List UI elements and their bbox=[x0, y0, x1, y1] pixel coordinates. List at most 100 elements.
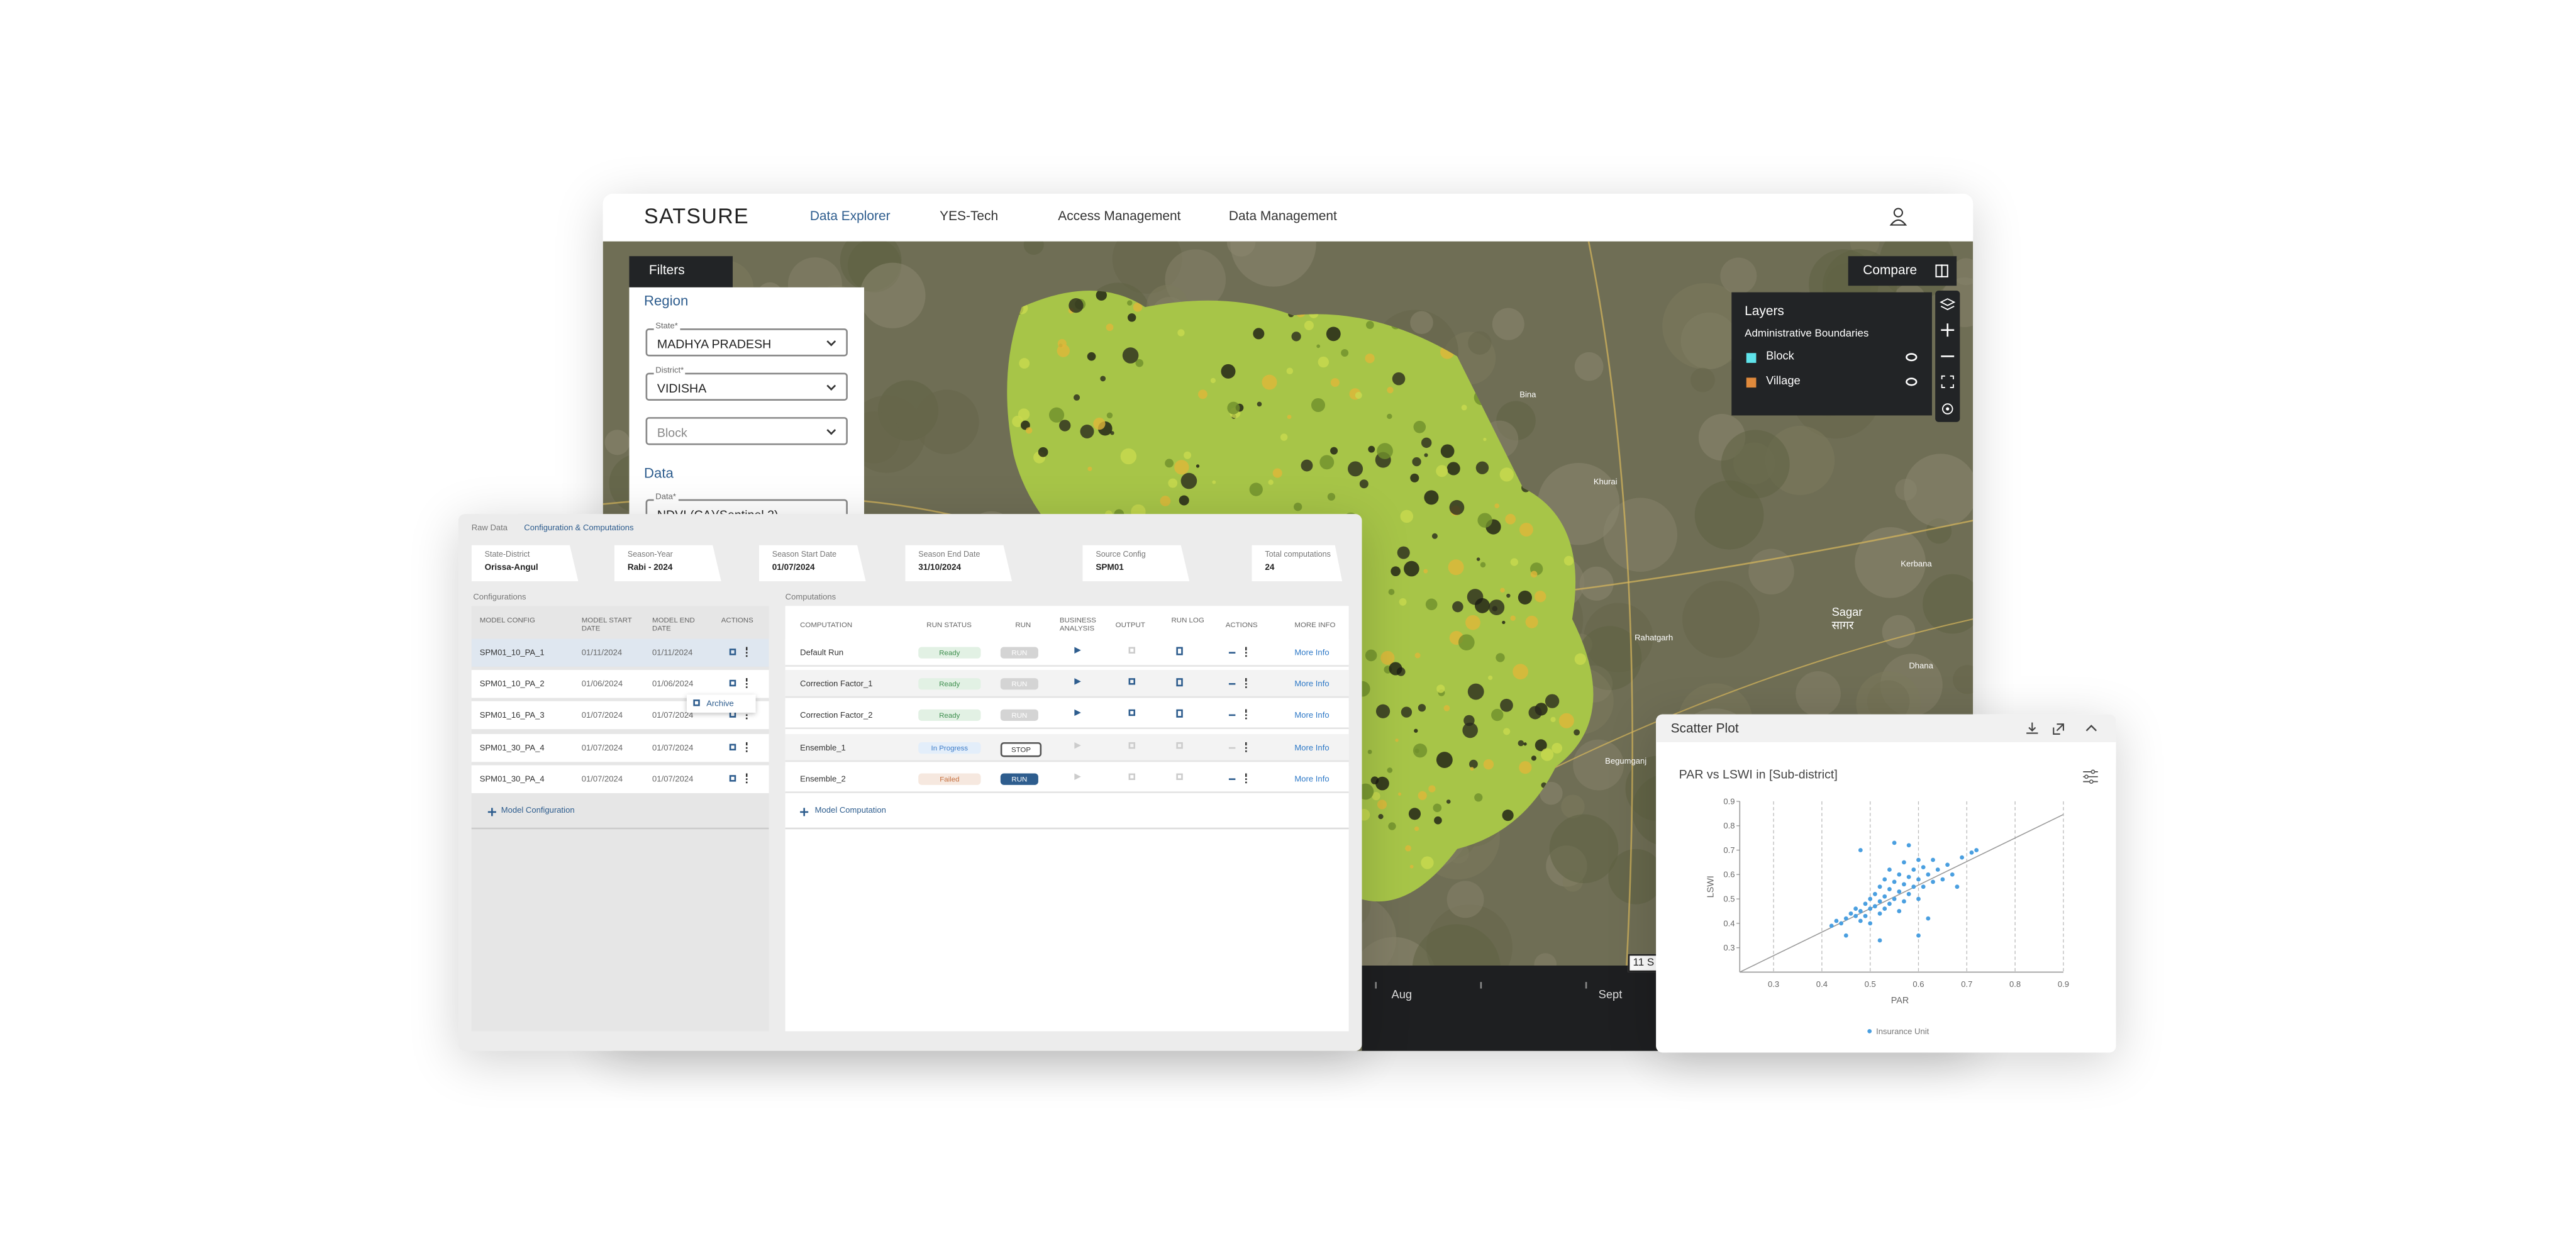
nav-link[interactable]: Access Management bbox=[1058, 208, 1181, 224]
play-icon[interactable] bbox=[1074, 710, 1081, 717]
copy-icon[interactable] bbox=[729, 774, 736, 782]
state-select[interactable]: MADHYA PRADESH bbox=[645, 328, 848, 357]
scatter-point bbox=[1921, 884, 1926, 889]
computation-row[interactable]: Default Run Ready RUN More Info bbox=[785, 638, 1349, 667]
add-config-button[interactable]: Model Configuration bbox=[501, 806, 575, 816]
computation-row[interactable]: Ensemble_1 In Progress STOP More Info bbox=[785, 733, 1349, 762]
vegetation-speck bbox=[1425, 598, 1438, 611]
kebab-icon[interactable] bbox=[1245, 773, 1247, 783]
place-label: Kerbana bbox=[1901, 559, 1932, 569]
play-icon[interactable] bbox=[1074, 678, 1081, 686]
kebab-icon[interactable] bbox=[1245, 741, 1247, 752]
vegetation-speck bbox=[1057, 344, 1070, 357]
add-computation-button[interactable]: Model Computation bbox=[814, 806, 886, 816]
computation-row[interactable]: Ensemble_2 Failed RUN More Info bbox=[785, 764, 1349, 793]
config-cell: 01/06/2024 bbox=[581, 680, 623, 690]
output-icon[interactable] bbox=[1128, 710, 1136, 717]
scatter-point bbox=[1887, 901, 1892, 906]
config-row[interactable]: SPM01_10_PA_1 01/11/2024 01/11/2024 bbox=[471, 638, 769, 667]
download-icon[interactable] bbox=[1228, 742, 1236, 749]
more-info-link[interactable]: More Info bbox=[1294, 743, 1330, 754]
log-icon[interactable] bbox=[1176, 678, 1182, 686]
computation-row[interactable]: Correction Factor_2 Ready RUN More Info bbox=[785, 701, 1349, 730]
kebab-icon[interactable] bbox=[1245, 710, 1247, 720]
kebab-icon[interactable] bbox=[745, 647, 748, 657]
vegetation-speck bbox=[1179, 495, 1189, 506]
output-icon[interactable] bbox=[1128, 741, 1136, 749]
download-icon[interactable] bbox=[1228, 710, 1236, 717]
play-icon[interactable] bbox=[1074, 741, 1081, 749]
layer-visibility[interactable] bbox=[1906, 353, 1918, 362]
play-icon[interactable] bbox=[1074, 773, 1081, 780]
log-icon[interactable] bbox=[1176, 741, 1182, 749]
layer-visibility[interactable] bbox=[1906, 377, 1918, 386]
vegetation-speck bbox=[1523, 742, 1527, 746]
vegetation-speck bbox=[1519, 761, 1532, 774]
config-cell: 01/07/2024 bbox=[581, 774, 623, 785]
settings-knob bbox=[2090, 769, 2096, 774]
log-icon[interactable] bbox=[1176, 647, 1182, 655]
vegetation-speck bbox=[1253, 328, 1265, 340]
kebab-icon[interactable] bbox=[1245, 678, 1247, 689]
output-icon[interactable] bbox=[1128, 647, 1136, 654]
kebab-icon[interactable] bbox=[1245, 647, 1247, 657]
summary-card: Source Config SPM01 bbox=[1082, 545, 1190, 582]
vegetation-speck bbox=[1496, 297, 1507, 309]
kebab-icon[interactable] bbox=[745, 773, 748, 783]
play-icon[interactable] bbox=[1074, 647, 1081, 654]
config-row[interactable]: SPM01_30_PA_4 01/07/2024 01/07/2024 bbox=[471, 764, 769, 793]
config-row[interactable]: SPM01_10_PA_2 01/06/2024 01/06/2024 bbox=[471, 670, 769, 698]
more-info-link[interactable]: More Info bbox=[1294, 680, 1330, 690]
vegetation-speck bbox=[1497, 869, 1507, 878]
output-icon[interactable] bbox=[1128, 678, 1136, 686]
log-icon[interactable] bbox=[1176, 710, 1182, 718]
archive-menu[interactable]: Archive bbox=[686, 694, 756, 713]
vegetation-speck bbox=[1530, 291, 1545, 304]
nav-link[interactable]: YES-Tech bbox=[940, 208, 999, 224]
vegetation-speck bbox=[1375, 776, 1389, 791]
layer-name: Village bbox=[1766, 376, 1801, 388]
vegetation-speck bbox=[1424, 490, 1439, 505]
timeline-tick bbox=[1480, 982, 1482, 989]
logo[interactable]: SATSURE bbox=[643, 203, 749, 228]
scatter-point bbox=[1897, 889, 1902, 894]
scatter-header-icons[interactable] bbox=[2024, 721, 2106, 735]
vegetation-speck bbox=[1534, 591, 1546, 603]
output-icon[interactable] bbox=[1128, 773, 1136, 780]
compare-button[interactable]: Compare bbox=[1848, 256, 1957, 286]
run-button[interactable]: RUN bbox=[1000, 710, 1038, 722]
more-info-link[interactable]: More Info bbox=[1294, 711, 1330, 722]
settings-icon[interactable] bbox=[2083, 769, 2098, 784]
user-icon[interactable] bbox=[1889, 207, 1907, 226]
computation-row[interactable]: Correction Factor_1 Ready RUN More Info bbox=[785, 670, 1349, 698]
kebab-icon[interactable] bbox=[745, 710, 748, 720]
run-button[interactable]: RUN bbox=[1000, 773, 1038, 785]
config-cell: SPM01_10_PA_2 bbox=[479, 680, 545, 690]
download-icon[interactable] bbox=[1228, 679, 1236, 686]
summary-card: Total computations 24 bbox=[1252, 545, 1343, 582]
run-button[interactable]: RUN bbox=[1000, 647, 1038, 659]
run-button[interactable]: RUN bbox=[1000, 678, 1038, 690]
compare-label: Compare bbox=[1863, 262, 1918, 278]
more-info-link[interactable]: More Info bbox=[1294, 649, 1330, 659]
nav-link[interactable]: Data Management bbox=[1228, 208, 1337, 224]
more-info-link[interactable]: More Info bbox=[1294, 774, 1330, 785]
copy-icon[interactable] bbox=[729, 743, 736, 750]
log-icon[interactable] bbox=[1176, 773, 1182, 781]
copy-icon[interactable] bbox=[729, 680, 736, 687]
download-icon[interactable] bbox=[1228, 647, 1236, 654]
nav-link[interactable]: Data Explorer bbox=[809, 208, 891, 224]
copy-icon[interactable] bbox=[729, 649, 736, 655]
kebab-icon[interactable] bbox=[745, 678, 748, 689]
breadcrumb-root[interactable]: Raw Data bbox=[471, 523, 508, 534]
kebab-icon[interactable] bbox=[745, 741, 748, 752]
run-button[interactable]: STOP bbox=[1000, 741, 1042, 757]
filters-button[interactable]: Filters bbox=[629, 256, 733, 287]
download-icon[interactable] bbox=[1228, 773, 1236, 780]
district-select[interactable]: VIDISHA bbox=[645, 372, 848, 401]
scatter-point bbox=[1921, 865, 1926, 870]
scatter-point bbox=[1974, 848, 1979, 852]
vegetation-speck bbox=[1499, 467, 1514, 482]
block-select[interactable]: Block bbox=[645, 417, 848, 445]
config-row[interactable]: SPM01_30_PA_4 01/07/2024 01/07/2024 bbox=[471, 733, 769, 762]
